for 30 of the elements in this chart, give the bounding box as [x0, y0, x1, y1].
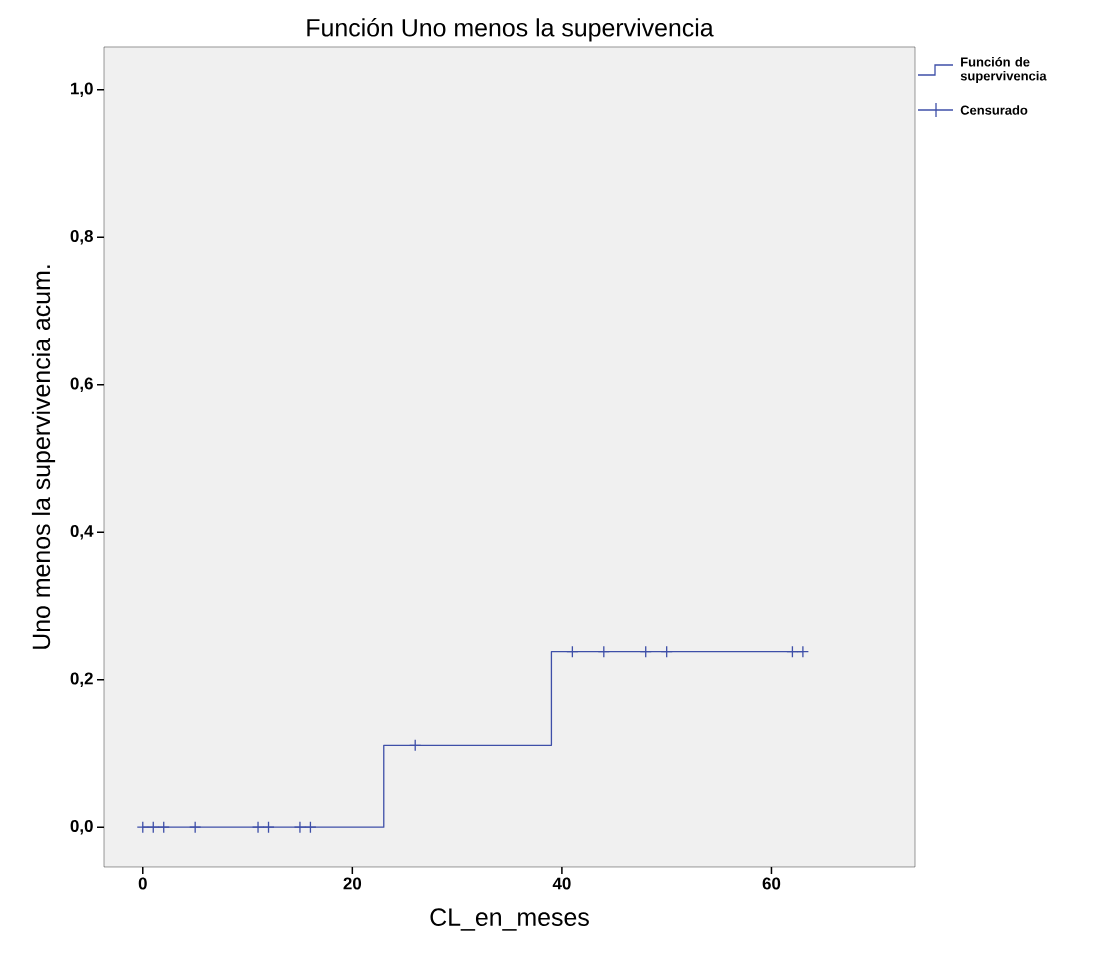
point [157, 821, 170, 834]
point [262, 821, 275, 834]
y-tick-label: 0,0 [70, 819, 93, 835]
point [660, 645, 673, 658]
point [786, 645, 799, 658]
point [597, 645, 610, 658]
point [136, 821, 149, 834]
x-tick-label: 40 [552, 877, 571, 890]
point [409, 739, 422, 752]
point [304, 821, 317, 834]
point [189, 821, 202, 834]
point [251, 821, 265, 834]
y-axis-title: Uno menos la supervivencia acum. [31, 265, 56, 649]
point [639, 645, 652, 658]
point [293, 821, 307, 834]
y-tick-label: 0,4 [70, 524, 94, 540]
x-tick-label: 60 [762, 877, 781, 890]
y-tick-label: 1,0 [71, 82, 93, 97]
y-tick-label: 0,6 [70, 377, 93, 392]
legend-label: Función de supervivencia [960, 56, 1047, 84]
point [566, 645, 579, 658]
y-tick-label: 0,8 [70, 230, 93, 245]
point [147, 821, 160, 834]
chart-title: Función Uno menos la supervivencia [307, 17, 714, 42]
x-tick-label: 0 [138, 877, 147, 890]
x-axis-title: CL_en_meses [430, 908, 589, 931]
point [796, 645, 810, 658]
y-tick-label: 0,2 [70, 672, 93, 687]
x-tick-label: 20 [343, 877, 362, 890]
legend-label: Censurado [960, 105, 1028, 115]
